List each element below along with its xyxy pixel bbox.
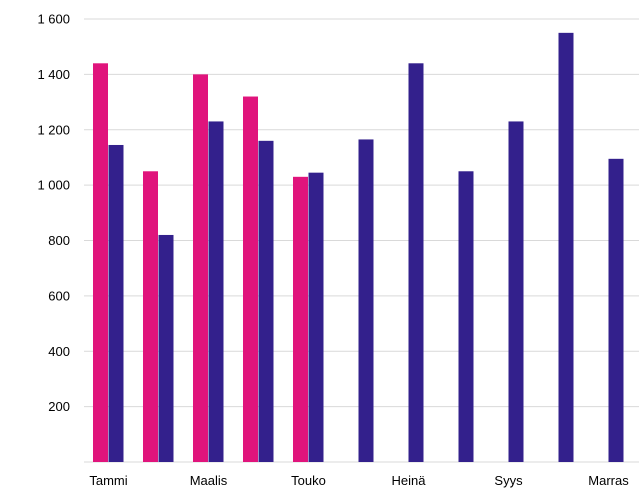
y-tick-label: 1 400 — [37, 67, 70, 82]
x-axis-tick-labels: Tammi Maalis Touko Heinä Syys Marras — [89, 473, 629, 488]
bar-series-2-syys — [508, 121, 524, 462]
y-tick-label: 200 — [48, 399, 70, 414]
bar-series-1-touko — [293, 176, 308, 462]
bar-series-1-maalis — [193, 74, 208, 462]
y-tick-label: 800 — [48, 233, 70, 248]
bar-series-2-kesä — [358, 139, 374, 463]
x-tick-label: Heinä — [392, 473, 427, 488]
y-tick-label: 400 — [48, 344, 70, 359]
bar-series-2-helmi — [158, 234, 174, 462]
y-tick-label: 600 — [48, 288, 70, 303]
x-tick-label: Marras — [588, 473, 629, 488]
y-tick-label: 1 600 — [37, 12, 70, 27]
bar-series-2-maalis — [208, 121, 224, 462]
bar-series-1-tammi — [93, 63, 108, 463]
y-tick-label: 1 000 — [37, 178, 70, 193]
bar-series-2-elo — [458, 171, 474, 462]
bar-series-2-marras — [608, 158, 624, 462]
bar-series-2-loka — [558, 32, 574, 462]
bar-series-2-tammi — [108, 144, 124, 462]
bar-series-2-heinä — [408, 63, 424, 463]
x-tick-label: Tammi — [89, 473, 127, 488]
bar-series-2-huhti — [258, 140, 274, 462]
x-tick-label: Syys — [494, 473, 523, 488]
bar-series-2-touko — [308, 172, 324, 462]
bar-series-1-huhti — [243, 96, 258, 463]
x-tick-label: Touko — [291, 473, 326, 488]
bars — [93, 32, 624, 463]
x-tick-label: Maalis — [190, 473, 228, 488]
y-axis-tick-labels: 200 400 600 800 1 000 1 200 1 400 1 600 — [37, 12, 70, 415]
bar-series-1-helmi — [143, 171, 158, 462]
y-tick-label: 1 200 — [37, 122, 70, 137]
